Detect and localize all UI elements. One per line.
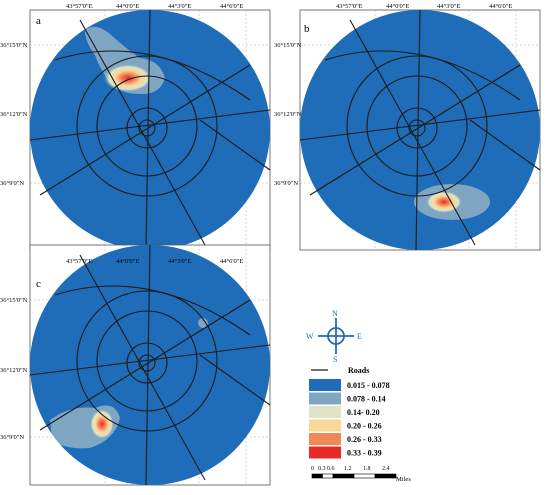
panel-c-xtick-3: 44°6'0"E [220,258,243,265]
legend-swatch-1 [309,392,341,405]
panel-a-hot-core [104,64,152,92]
panel-c-ytick-0: 36°15'0"N [0,297,28,304]
legend-label-5: 0.33 - 0.39 [347,449,382,458]
panel-b-hot-core [426,191,462,213]
panel-c-base-surface [30,245,270,485]
panel-a-roads [29,9,271,251]
scalebar-segments [311,473,397,479]
legend-swatch-2 [309,406,341,418]
compass-rose: N S E W [306,309,362,364]
scalebar-tick-4: 1.8 [363,466,371,472]
panel-c-xtick-0: 43°57'0"E [66,258,93,265]
panel-b-label: b [304,23,310,35]
compass-north: N [332,309,338,318]
panel-b-ytick-1: 36°12'0"N [274,111,302,118]
panel-a-base-surface [30,10,270,250]
compass-east: E [357,332,362,341]
panel-b: b 43°57'0"E 44°0'0"E 44°3'0"E 44°6'0"E 3… [274,3,541,251]
legend-label-4: 0.26 - 0.33 [347,435,382,444]
legend-label-0: 0.015 - 0.078 [347,381,390,390]
panel-a-ytick-0: 36°15'0"N [0,42,28,49]
panel-a-xtick-2: 44°3'0"E [168,3,191,10]
scalebar: 0 0.3 0.6 1.2 1.8 2.4 Miles [311,466,411,483]
scalebar-tick-1: 0.3 [318,466,326,472]
panel-a-ytick-2: 36°9'0"N [0,180,24,187]
panel-b-xtick-3: 44°6'0"E [489,3,512,10]
scalebar-segment-0 [311,473,323,479]
legend-swatch-3 [309,419,341,432]
legend-roads-label: Roads [348,366,369,375]
scalebar-tick-0: 0 [311,466,314,472]
panel-a-ytick-1: 36°12'0"N [0,111,28,118]
scalebar-segment-3 [353,473,376,479]
panel-b-base-surface [300,10,540,250]
panel-c-ytick-1: 36°12'0"N [0,367,28,374]
legend-swatch-0 [309,379,341,391]
panel-a-xtick-0: 43°57'0"E [66,3,93,10]
panel-b-xtick-1: 44°0'0"E [386,3,409,10]
panel-a: a 43°57'0"E 44°0'0"E 44°3'0"E 44°6'0"E 3… [0,3,271,251]
panel-c-ytick-2: 36°9'0"N [0,434,24,441]
panel-a-label: a [36,15,41,27]
legend-label-3: 0.20 - 0.26 [347,422,382,431]
panel-c: c 43°57'0"E 44°0'0"E 44°3'0"E 44°6'0"E 3… [0,244,271,486]
panel-a-xtick-1: 44°0'0"E [116,3,139,10]
compass-icon [318,318,354,354]
panel-c-roads [29,244,271,486]
panel-b-roads [299,9,541,251]
scalebar-unit: Miles [396,476,411,483]
panel-c-hotspot [50,318,208,449]
panel-c-xtick-2: 44°3'0"E [168,258,191,265]
legend: Roads 0.015 - 0.078 0.078 - 0.14 0.14- 0.2… [309,366,390,459]
panel-c-small-patch [198,318,208,328]
panel-c-label: c [36,278,41,290]
scalebar-segment-4 [374,473,397,479]
compass-south: S [333,355,337,364]
panel-b-ytick-0: 36°15'0"N [274,42,302,49]
legend-label-1: 0.078 - 0.14 [347,395,386,404]
compass-west: W [306,332,314,341]
panel-c-hot-core [90,409,114,439]
scalebar-segment-1 [322,473,334,479]
scalebar-tick-2: 0.6 [327,466,335,472]
panel-b-ytick-2: 36°9'0"N [274,180,298,187]
panel-a-xtick-3: 44°6'0"E [220,3,243,10]
scalebar-segment-2 [332,473,355,479]
scalebar-tick-5: 2.4 [382,466,390,472]
panel-b-hotspot [414,184,490,220]
legend-label-2: 0.14- 0.20 [347,408,380,417]
legend-classes: 0.015 - 0.078 0.078 - 0.14 0.14- 0.20 0.20 … [309,379,390,459]
panel-c-xtick-1: 44°0'0"E [116,258,139,265]
panel-b-xtick-0: 43°57'0"E [336,3,363,10]
legend-swatch-4 [309,433,341,445]
scalebar-tick-3: 1.2 [344,466,352,472]
legend-swatch-5 [309,446,341,459]
panel-b-xtick-2: 44°3'0"E [437,3,460,10]
